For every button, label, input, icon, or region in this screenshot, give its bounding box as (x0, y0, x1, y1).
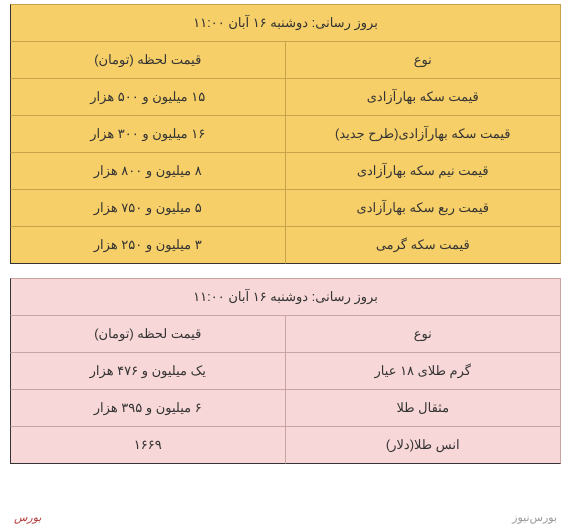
cell-price: ۳ میلیون و ۲۵۰ هزار (10, 226, 286, 264)
table-title: بروز رسانی: دوشنبه ۱۶ آبان ۱۱:۰۰ (10, 278, 561, 315)
cell-type: قیمت سکه گرمی (286, 226, 562, 264)
col-header-type: نوع (286, 41, 562, 78)
table-header-row: نوع قیمت لحظه (تومان) (10, 315, 561, 352)
table-row: قیمت سکه بهارآزادی(طرح جدید) ۱۶ میلیون و… (10, 115, 561, 152)
col-header-type: نوع (286, 315, 562, 352)
cell-price: ۶ میلیون و ۳۹۵ هزار (10, 389, 286, 426)
table-title: بروز رسانی: دوشنبه ۱۶ آبان ۱۱:۰۰ (10, 4, 561, 41)
table-title-row: بروز رسانی: دوشنبه ۱۶ آبان ۱۱:۰۰ (10, 4, 561, 41)
watermark-logo: بورس (14, 511, 41, 524)
table-row: قیمت سکه بهارآزادی ۱۵ میلیون و ۵۰۰ هزار (10, 78, 561, 115)
cell-type: قیمت سکه بهارآزادی (286, 78, 562, 115)
cell-type: انس طلا(دلار) (286, 426, 562, 464)
col-header-price: قیمت لحظه (تومان) (10, 41, 286, 78)
cell-price: ۱۶۶۹ (10, 426, 286, 464)
cell-type: مثقال طلا (286, 389, 562, 426)
cell-type: قیمت نیم سکه بهارآزادی (286, 152, 562, 189)
table-row: قیمت سکه گرمی ۳ میلیون و ۲۵۰ هزار (10, 226, 561, 264)
cell-type: قیمت ربع سکه بهارآزادی (286, 189, 562, 226)
table-row: مثقال طلا ۶ میلیون و ۳۹۵ هزار (10, 389, 561, 426)
watermark-site: بورس‌نیوز (512, 511, 557, 524)
cell-price: ۵ میلیون و ۷۵۰ هزار (10, 189, 286, 226)
cell-type: قیمت سکه بهارآزادی(طرح جدید) (286, 115, 562, 152)
coin-price-table: بروز رسانی: دوشنبه ۱۶ آبان ۱۱:۰۰ نوع قیم… (10, 4, 561, 264)
table-title-row: بروز رسانی: دوشنبه ۱۶ آبان ۱۱:۰۰ (10, 278, 561, 315)
table-header-row: نوع قیمت لحظه (تومان) (10, 41, 561, 78)
col-header-price: قیمت لحظه (تومان) (10, 315, 286, 352)
cell-price: ۱۵ میلیون و ۵۰۰ هزار (10, 78, 286, 115)
table-row: گرم طلای ۱۸ عیار یک میلیون و ۴۷۶ هزار (10, 352, 561, 389)
cell-type: گرم طلای ۱۸ عیار (286, 352, 562, 389)
cell-price: ۸ میلیون و ۸۰۰ هزار (10, 152, 286, 189)
table-row: قیمت نیم سکه بهارآزادی ۸ میلیون و ۸۰۰ هز… (10, 152, 561, 189)
gold-price-table: بروز رسانی: دوشنبه ۱۶ آبان ۱۱:۰۰ نوع قیم… (10, 278, 561, 464)
cell-price: ۱۶ میلیون و ۳۰۰ هزار (10, 115, 286, 152)
table-row: قیمت ربع سکه بهارآزادی ۵ میلیون و ۷۵۰ هز… (10, 189, 561, 226)
cell-price: یک میلیون و ۴۷۶ هزار (10, 352, 286, 389)
table-row: انس طلا(دلار) ۱۶۶۹ (10, 426, 561, 464)
